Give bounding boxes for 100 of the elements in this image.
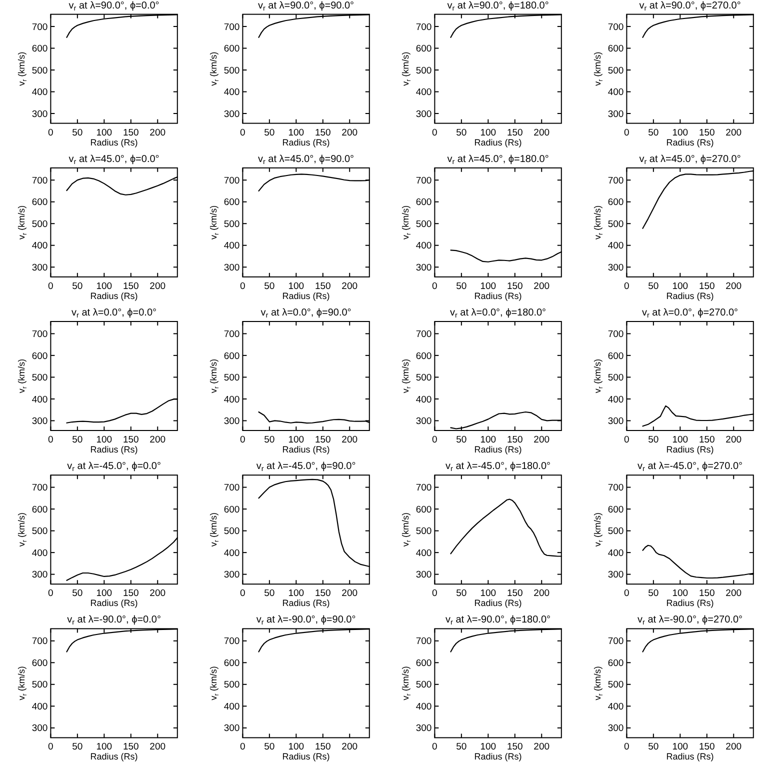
chart-title: v$_{r}$ at λ=-90.0°, ϕ=180.0° — [446, 614, 551, 627]
y-tick-label: 500 — [608, 680, 624, 691]
x-tick-label: 50 — [648, 588, 659, 600]
x-tick-label: 150 — [122, 742, 139, 753]
y-tick-label: 700 — [224, 329, 240, 340]
y-tick-label: 600 — [32, 658, 48, 669]
x-tick-label: 200 — [726, 588, 742, 600]
y-tick-label: 500 — [416, 680, 432, 691]
x-tick-label: 150 — [122, 127, 139, 138]
y-tick-label: 600 — [608, 658, 624, 669]
y-tick-label: 500 — [416, 372, 432, 384]
y-tick-label: 500 — [608, 372, 624, 384]
y-tick-label: 600 — [32, 350, 48, 362]
x-tick-label: 100 — [480, 127, 496, 138]
y-tick-label: 700 — [32, 329, 48, 340]
x-tick-label: 50 — [72, 127, 83, 138]
y-tick-label: 600 — [224, 658, 240, 669]
x-tick-label: 0 — [624, 588, 630, 600]
x-tick-label: 200 — [342, 588, 358, 600]
x-axis-title: Radius (Rs) — [282, 598, 330, 608]
y-tick-label: 700 — [224, 636, 240, 648]
x-axis-title: Radius (Rs) — [666, 444, 714, 454]
x-tick-label: 0 — [48, 280, 54, 292]
x-tick-label: 50 — [456, 127, 467, 138]
x-axis-title: Radius (Rs) — [666, 752, 714, 762]
y-tick-label: 600 — [32, 504, 48, 516]
x-tick-label: 100 — [288, 127, 304, 138]
x-tick-label: 150 — [314, 742, 331, 753]
x-tick-label: 100 — [288, 742, 304, 753]
x-tick-label: 200 — [534, 742, 550, 753]
y-tick-label: 300 — [32, 723, 48, 734]
x-tick-label: 0 — [432, 434, 438, 446]
y-tick-label: 600 — [608, 44, 624, 55]
x-tick-label: 0 — [48, 588, 54, 600]
x-tick-label: 150 — [314, 127, 331, 138]
y-tick-label: 300 — [608, 723, 624, 734]
y-tick-label: 500 — [224, 372, 240, 384]
x-tick-label: 50 — [72, 434, 83, 446]
y-tick-label: 300 — [416, 262, 432, 274]
x-tick-label: 200 — [726, 280, 742, 292]
x-axis-title: Radius (Rs) — [282, 444, 330, 454]
y-tick-label: 400 — [224, 701, 240, 712]
x-tick-label: 0 — [240, 588, 246, 600]
x-tick-label: 0 — [240, 742, 246, 753]
chart-title: v$_{r}$ at λ=-45.0°, ϕ=180.0° — [446, 461, 551, 474]
x-tick-label: 150 — [122, 588, 139, 600]
y-tick-label: 600 — [416, 504, 432, 516]
x-tick-label: 0 — [432, 280, 438, 292]
x-axis-title: Radius (Rs) — [90, 137, 138, 148]
x-tick-label: 100 — [288, 434, 304, 446]
x-tick-label: 200 — [534, 434, 550, 446]
y-tick-label: 700 — [224, 22, 240, 33]
y-tick-label: 400 — [32, 394, 48, 406]
x-tick-label: 150 — [506, 434, 523, 446]
y-tick-label: 600 — [416, 658, 432, 669]
y-tick-label: 700 — [224, 482, 240, 494]
y-tick-label: 400 — [224, 394, 240, 406]
x-tick-label: 100 — [96, 434, 112, 446]
y-tick-label: 300 — [608, 570, 624, 581]
x-tick-label: 100 — [672, 588, 688, 600]
x-tick-label: 0 — [48, 742, 54, 753]
x-tick-label: 0 — [240, 127, 246, 138]
chart-title: v$_{r}$ at λ=45.0°, ϕ=180.0° — [447, 154, 549, 166]
x-axis-title: Radius (Rs) — [474, 137, 522, 148]
x-tick-label: 150 — [506, 742, 523, 753]
x-tick-label: 0 — [240, 280, 246, 292]
x-axis-title: Radius (Rs) — [666, 598, 714, 608]
chart-title: v$_{r}$ at λ=90.0°, ϕ=0.0° — [68, 0, 160, 12]
chart-title: v$_{r}$ at λ=-90.0°, ϕ=270.0° — [638, 614, 743, 627]
chart-title: v$_{r}$ at λ=-45.0°, ϕ=270.0° — [638, 461, 743, 474]
y-tick-label: 600 — [608, 197, 624, 208]
x-tick-label: 50 — [648, 280, 659, 292]
x-tick-label: 200 — [150, 588, 166, 600]
y-tick-label: 700 — [32, 22, 48, 33]
y-tick-label: 300 — [32, 416, 48, 428]
chart-title: v$_{r}$ at λ=-90.0°, ϕ=90.0° — [256, 614, 356, 627]
y-tick-label: 400 — [416, 394, 432, 406]
x-tick-label: 0 — [624, 742, 630, 753]
x-tick-label: 0 — [624, 280, 630, 292]
y-tick-label: 500 — [32, 526, 48, 538]
y-tick-label: 400 — [416, 701, 432, 712]
x-tick-label: 150 — [122, 280, 139, 292]
x-axis-title: Radius (Rs) — [282, 752, 330, 762]
x-tick-label: 200 — [150, 280, 166, 292]
x-tick-label: 150 — [506, 588, 523, 600]
x-tick-label: 0 — [432, 742, 438, 753]
x-axis-title: Radius (Rs) — [90, 444, 138, 454]
y-tick-label: 600 — [224, 504, 240, 516]
x-tick-label: 100 — [672, 280, 688, 292]
y-tick-label: 600 — [608, 504, 624, 516]
x-axis-title: Radius (Rs) — [474, 444, 522, 454]
x-tick-label: 50 — [264, 588, 275, 600]
x-tick-label: 150 — [506, 127, 523, 138]
y-tick-label: 500 — [32, 372, 48, 384]
x-tick-label: 150 — [122, 434, 139, 446]
y-tick-label: 300 — [32, 108, 48, 120]
y-tick-label: 300 — [224, 416, 240, 428]
y-tick-label: 400 — [608, 87, 624, 98]
x-tick-label: 200 — [150, 127, 166, 138]
x-tick-label: 200 — [726, 434, 742, 446]
